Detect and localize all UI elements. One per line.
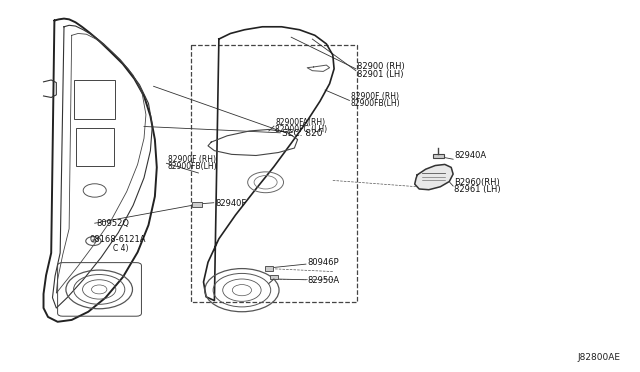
Text: 82900F (RH): 82900F (RH) [351,92,399,101]
Bar [76,128,114,166]
Text: 82900F (RH): 82900F (RH) [168,155,216,164]
Text: SEC. 820: SEC. 820 [282,129,322,138]
Text: 82961 (LH): 82961 (LH) [454,185,501,194]
Text: 82900FC (LH): 82900FC (LH) [275,125,327,134]
Text: B2960(RH): B2960(RH) [454,178,500,187]
Bar [433,154,444,158]
Bar [270,275,278,279]
Text: 82940F: 82940F [215,199,246,208]
Text: 82900 (RH): 82900 (RH) [357,62,405,71]
Text: 80952Q: 80952Q [96,219,129,228]
Text: J82800AE: J82800AE [578,353,621,362]
Polygon shape [415,164,453,190]
Text: 82900FB(LH): 82900FB(LH) [168,162,218,171]
Text: S: S [92,238,95,244]
Text: 08168-6121A: 08168-6121A [90,235,146,244]
Bar [265,266,273,271]
Text: 82950A: 82950A [307,276,339,285]
Text: 82900FA(RH): 82900FA(RH) [275,118,325,127]
Bar [74,80,115,119]
Bar [192,202,202,207]
Text: 82900FB(LH): 82900FB(LH) [351,99,401,108]
Text: C 4): C 4) [113,244,128,253]
Text: 82901 (LH): 82901 (LH) [357,70,404,79]
Text: 80946P: 80946P [307,258,339,267]
Text: 82940A: 82940A [454,151,486,160]
